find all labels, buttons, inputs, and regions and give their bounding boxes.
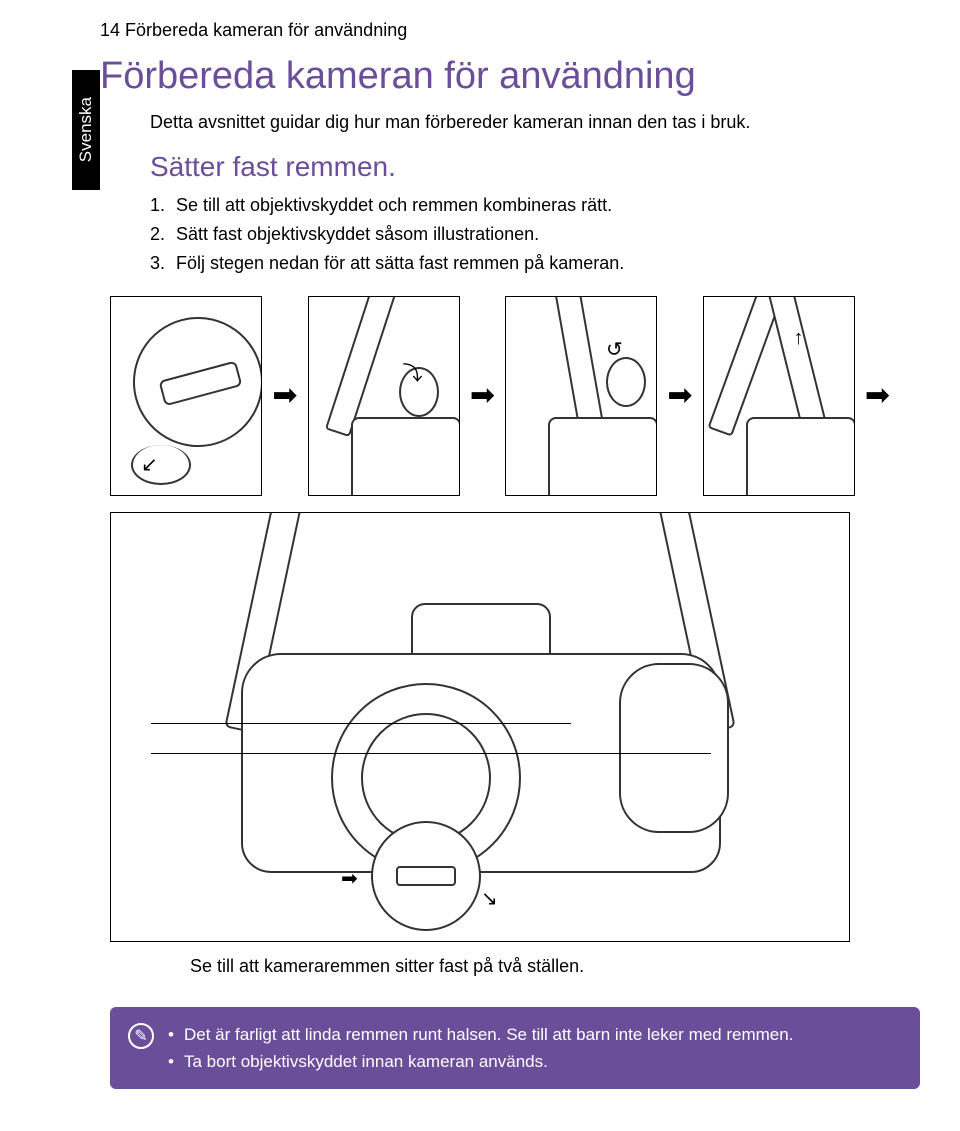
step-text: Följ stegen nedan för att sätta fast rem… [176, 249, 624, 278]
step-text: Sätt fast objektivskyddet såsom illustra… [176, 220, 539, 249]
lens-cap-detail [158, 360, 242, 406]
callout-line [151, 753, 711, 754]
camera-grip-sketch [619, 663, 729, 833]
direction-arrow-icon: ↘ [481, 886, 498, 911]
page-number: 14 [100, 20, 120, 40]
illustration-row: ↙ ➡ ⤵ ➡ ↺ ➡ ↑ ➡ [110, 296, 890, 496]
step-item: 1. Se till att objektivskyddet och remme… [150, 191, 890, 220]
step-item: 3. Följ stegen nedan för att sätta fast … [150, 249, 890, 278]
illustration-main: ➡ ↘ [110, 512, 850, 942]
cord-sketch [131, 445, 191, 485]
step-number: 1. [150, 191, 176, 220]
sub-heading: Sätter fast remmen. [150, 151, 890, 183]
lens-cap-sketch [118, 302, 262, 461]
bullet-mark: • [168, 1048, 184, 1075]
pencil-icon: ✎ [128, 1023, 154, 1049]
illustration-panel-1: ↙ [110, 296, 262, 496]
illustration-caption: Se till att kameraremmen sitter fast på … [190, 956, 890, 977]
page-header: 14 Förbereda kameran för användning [100, 20, 900, 41]
step-text: Se till att objektivskyddet och remmen k… [176, 191, 612, 220]
illustration-panel-4: ↑ [703, 296, 855, 496]
header-title: Förbereda kameran för användning [125, 20, 407, 40]
language-tab: Svenska [72, 70, 100, 190]
direction-arrow-icon: ➡ [341, 866, 358, 891]
arrow-icon: ➡ [272, 378, 297, 413]
illustration-panel-2: ⤵ [308, 296, 460, 496]
pencil-icon-glyph: ✎ [134, 1026, 147, 1046]
direction-arrow-icon: ↑ [794, 327, 804, 350]
loop-sketch [606, 357, 646, 407]
note-text: Det är farligt att linda remmen runt hal… [184, 1021, 793, 1048]
camera-corner-sketch [548, 417, 657, 496]
arrow-icon: ➡ [865, 378, 890, 413]
camera-corner-sketch [746, 417, 855, 496]
intro-paragraph: Detta avsnittet guidar dig hur man förbe… [150, 110, 890, 135]
steps-list: 1. Se till att objektivskyddet och remme… [150, 191, 890, 277]
step-number: 2. [150, 220, 176, 249]
note-content: • Det är farligt att linda remmen runt h… [168, 1021, 793, 1075]
step-number: 3. [150, 249, 176, 278]
lens-cap-detail [396, 866, 456, 886]
strap-sketch [324, 296, 398, 437]
note-bullet: • Det är farligt att linda remmen runt h… [168, 1021, 793, 1048]
callout-line [151, 723, 571, 724]
illustration-panel-3: ↺ [505, 296, 657, 496]
step-item: 2. Sätt fast objektivskyddet såsom illus… [150, 220, 890, 249]
note-bullet: • Ta bort objektivskyddet innan kameran … [168, 1048, 793, 1075]
note-box: ✎ • Det är farligt att linda remmen runt… [110, 1007, 920, 1089]
arrow-icon: ➡ [470, 378, 495, 413]
direction-arrow-icon: ↙ [141, 452, 158, 477]
note-text: Ta bort objektivskyddet innan kameran an… [184, 1048, 548, 1075]
direction-arrow-icon: ⤵ [403, 357, 423, 386]
language-tab-label: Svenska [76, 97, 96, 162]
bullet-mark: • [168, 1021, 184, 1048]
main-heading: Förbereda kameran för användning [100, 55, 900, 98]
arrow-icon: ➡ [667, 378, 692, 413]
direction-arrow-icon: ↺ [606, 337, 623, 362]
camera-corner-sketch [351, 417, 460, 496]
